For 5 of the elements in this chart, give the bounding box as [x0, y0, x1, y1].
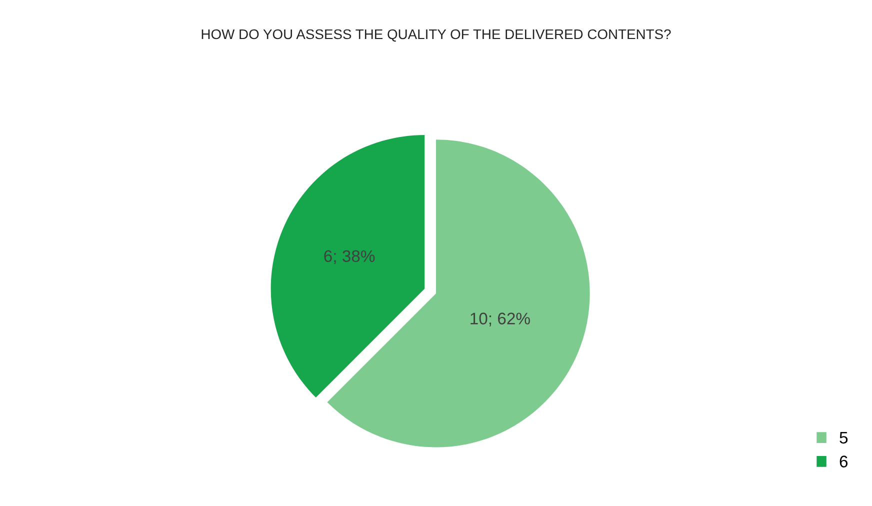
- data-label: 10; 62%: [470, 312, 530, 326]
- legend-label: 6: [840, 456, 848, 468]
- data-label: 6; 38%: [324, 250, 375, 264]
- chart-title: HOW DO YOU ASSESS THE QUALITY OF THE DELIVERED CONTENTS?: [202, 29, 671, 42]
- legend-label: 5: [840, 432, 848, 444]
